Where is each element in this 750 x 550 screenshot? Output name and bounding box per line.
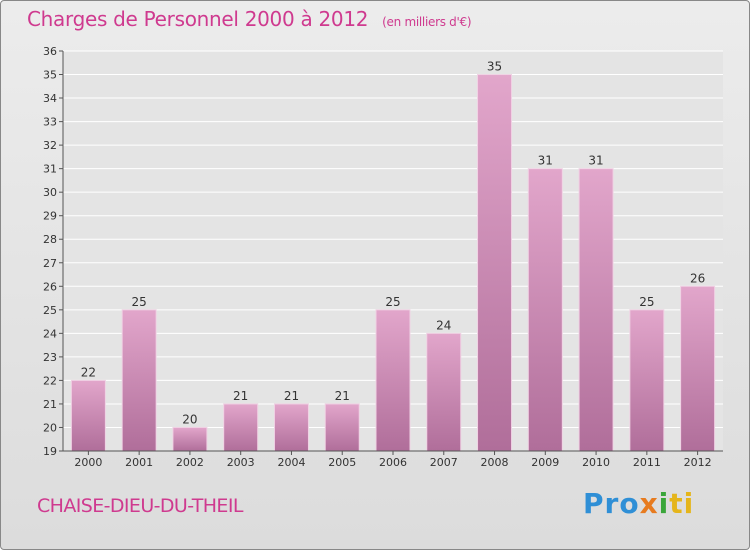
y-tick-label: 30 xyxy=(43,186,57,199)
bar-value-label: 21 xyxy=(284,389,299,403)
y-tick-label: 25 xyxy=(43,304,57,317)
y-tick-label: 35 xyxy=(43,69,57,82)
y-tick-label: 33 xyxy=(43,116,57,129)
x-tick-label: 2008 xyxy=(481,456,509,469)
bar-value-label: 26 xyxy=(690,271,705,285)
y-tick-label: 29 xyxy=(43,210,57,223)
y-tick-label: 26 xyxy=(43,280,57,293)
bar-2005 xyxy=(324,403,360,452)
axes xyxy=(59,50,723,455)
commune-name: CHAISE-DIEU-DU-THEIL xyxy=(37,495,243,517)
bar-value-label: 24 xyxy=(436,318,451,332)
bar-2011 xyxy=(629,309,665,452)
bar-2009 xyxy=(527,168,563,452)
bar-2010 xyxy=(578,168,614,452)
x-tick-label: 2011 xyxy=(633,456,661,469)
x-tick-label: 2006 xyxy=(379,456,407,469)
labels: 19 20 21 22 23 24 25 26 27 28 29 30 31 32 33 34 35 36 22 20… xyxy=(43,45,712,469)
chart-title: Charges de Personnel 2000 à 2012 (en mill… xyxy=(27,7,472,31)
x-tick-label: 2005 xyxy=(328,456,356,469)
bar-value-label: 21 xyxy=(335,389,350,403)
bar-value-label: 20 xyxy=(182,412,197,426)
x-tick-label: 2003 xyxy=(227,456,255,469)
bar-value-label: 25 xyxy=(385,295,400,309)
bar-value-label: 31 xyxy=(588,154,603,168)
y-tick-label: 28 xyxy=(43,233,57,246)
x-tick-label: 2007 xyxy=(430,456,458,469)
chart-title-text: Charges de Personnel 2000 à 2012 xyxy=(27,7,369,31)
x-tick-label: 2000 xyxy=(74,456,102,469)
bar-value-label: 25 xyxy=(639,295,654,309)
bar-value-label: 35 xyxy=(487,60,502,74)
bar-2006 xyxy=(375,309,411,452)
y-tick-label: 34 xyxy=(43,92,57,105)
y-tick-label: 20 xyxy=(43,421,57,434)
x-tick-label: 2009 xyxy=(531,456,559,469)
bar-2001 xyxy=(121,309,157,452)
logo-part-2: x xyxy=(639,487,659,520)
y-tick-label: 23 xyxy=(43,351,57,364)
bar-value-label: 31 xyxy=(538,154,553,168)
proxiti-logo: Proxiti xyxy=(583,487,694,520)
y-tick-label: 36 xyxy=(43,45,57,58)
bar-2000 xyxy=(70,379,106,452)
bar-2004 xyxy=(273,403,309,452)
x-tick-label: 2012 xyxy=(684,456,712,469)
y-tick-label: 22 xyxy=(43,374,57,387)
bar-2008 xyxy=(477,74,513,452)
bar-value-label: 22 xyxy=(81,365,96,379)
x-tick-label: 2002 xyxy=(176,456,204,469)
bar-2007 xyxy=(426,332,462,452)
y-tick-label: 19 xyxy=(43,445,57,458)
x-tick-label: 2004 xyxy=(277,456,305,469)
chart-subtitle: (en milliers d'€) xyxy=(382,15,472,29)
logo-part-1: Pro xyxy=(583,487,640,520)
bar-2012 xyxy=(680,285,716,452)
logo-part-4: ti xyxy=(669,487,695,520)
bar-2002 xyxy=(172,426,208,452)
x-tick-label: 2001 xyxy=(125,456,153,469)
logo-part-3: i xyxy=(658,487,670,520)
x-tick-label: 2010 xyxy=(582,456,610,469)
y-tick-label: 31 xyxy=(43,163,57,176)
y-tick-label: 24 xyxy=(43,327,57,340)
bar-value-label: 25 xyxy=(132,295,147,309)
y-tick-label: 21 xyxy=(43,398,57,411)
bar-value-label: 21 xyxy=(233,389,248,403)
bar-2003 xyxy=(223,403,259,452)
y-tick-label: 27 xyxy=(43,257,57,270)
y-tick-label: 32 xyxy=(43,139,57,152)
bars xyxy=(70,74,716,452)
